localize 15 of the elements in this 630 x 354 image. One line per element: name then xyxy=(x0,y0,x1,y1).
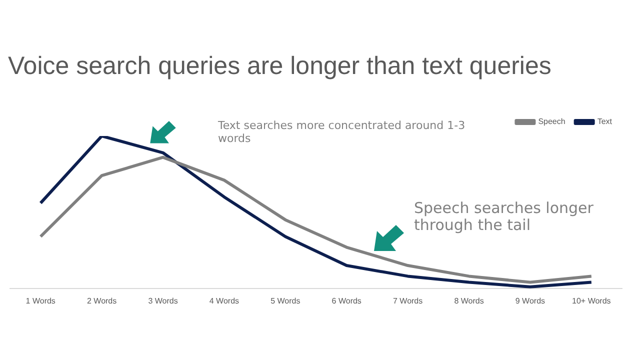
legend-label: Speech xyxy=(538,117,566,126)
annotation: Speech searches longer through the tail xyxy=(414,199,594,234)
x-tick-label: 2 Words xyxy=(86,296,117,306)
x-tick-label: 3 Words xyxy=(148,296,178,306)
x-tick-label: 8 Words xyxy=(454,296,484,306)
legend-label: Text xyxy=(597,117,613,126)
x-tick-label: 10+ Words xyxy=(572,296,611,306)
x-tick-label: 7 Words xyxy=(392,296,423,306)
annotation: Text searches more concentrated around 1-3 words xyxy=(218,119,466,146)
chart-title: Voice search queries are longer than text queries xyxy=(8,52,552,81)
x-tick-label: 9 Words xyxy=(515,296,546,306)
x-tick-label: 5 Words xyxy=(270,296,300,306)
x-tick-label: 4 Words xyxy=(209,296,240,306)
x-tick-label: 6 Words xyxy=(332,296,362,306)
x-tick-label: 1 Words xyxy=(26,296,56,306)
